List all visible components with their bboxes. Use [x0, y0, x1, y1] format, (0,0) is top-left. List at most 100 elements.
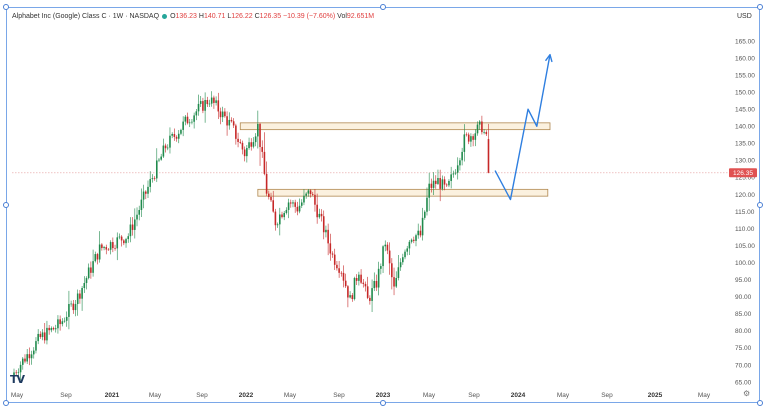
resize-handle-bottom-right[interactable]	[757, 400, 763, 406]
candle-body	[397, 267, 400, 279]
candle-body	[322, 216, 325, 233]
candle-body	[107, 249, 110, 251]
candle-body	[320, 213, 323, 217]
candle-body	[314, 194, 316, 205]
candle-body	[208, 103, 211, 105]
x-tick-label: May	[149, 392, 162, 399]
candle-body	[153, 178, 156, 179]
candle-body	[59, 319, 61, 325]
candle-body	[283, 212, 285, 218]
candle-body	[98, 244, 101, 260]
candle-body	[199, 101, 202, 104]
resize-handle-top-center[interactable]	[380, 4, 386, 10]
candle-body	[380, 266, 382, 269]
resize-handle-top-right[interactable]	[757, 4, 763, 10]
candle-body	[186, 116, 189, 124]
candle-body	[470, 136, 472, 142]
volume-label: Vol	[337, 13, 347, 20]
x-tick-label: 2022	[239, 392, 254, 399]
candle-body	[318, 213, 321, 218]
gear-icon[interactable]: ⚙	[743, 389, 751, 398]
candle-body	[437, 178, 439, 184]
candle-body	[485, 131, 488, 135]
candle-body	[134, 219, 136, 230]
candle-body	[180, 129, 182, 134]
candle-body	[37, 333, 39, 342]
candle-body	[252, 142, 255, 147]
currency-label[interactable]: USD	[737, 13, 752, 20]
candle-body	[193, 115, 195, 122]
candle-body	[481, 121, 483, 133]
candle-body	[72, 303, 75, 311]
candle-body	[32, 350, 35, 355]
candle-body	[388, 250, 391, 264]
candle-body	[483, 131, 485, 133]
y-tick-label: 130.00	[735, 158, 755, 165]
candle-body	[362, 282, 365, 284]
candle-body	[259, 123, 261, 147]
resize-handle-bottom-center[interactable]	[380, 400, 386, 406]
candle-body	[303, 195, 305, 203]
candle-body	[399, 262, 402, 268]
candle-body	[17, 372, 20, 373]
y-tick-label: 160.00	[735, 55, 755, 62]
candle-body	[333, 254, 336, 265]
candle-body	[140, 199, 143, 210]
candle-body	[61, 321, 64, 325]
close-label: C	[254, 13, 260, 20]
candle-body	[336, 264, 338, 269]
resize-handle-bottom-left[interactable]	[3, 400, 9, 406]
candle-body	[21, 358, 24, 365]
candle-body	[434, 180, 437, 184]
candle-body	[342, 272, 345, 281]
resize-handle-top-left[interactable]	[3, 4, 9, 10]
tradingview-logo: TV	[10, 373, 25, 386]
candle-body	[329, 243, 332, 254]
candle-body	[430, 183, 433, 188]
candle-body	[311, 193, 314, 195]
candle-body	[188, 122, 191, 124]
candle-body	[43, 332, 46, 341]
y-tick-label: 145.00	[735, 107, 755, 114]
candle-body	[164, 145, 167, 149]
candle-body	[57, 319, 59, 329]
resize-handle-mid-left[interactable]	[3, 202, 9, 208]
candle-body	[371, 288, 373, 301]
symbol-title[interactable]: Alphabet Inc (Google) Class C · 1W · NAS…	[12, 13, 160, 20]
high-label: H	[198, 13, 204, 20]
candle-body	[50, 328, 53, 331]
change-value: −10.39 (−7.60%)	[283, 13, 336, 20]
candle-body	[65, 316, 68, 321]
candle-body	[151, 178, 154, 180]
candle-body	[413, 239, 415, 241]
y-tick-label: 135.00	[735, 141, 755, 148]
candle-body	[349, 295, 351, 298]
chart-legend-header: Alphabet Inc (Google) Class C · 1W · NAS…	[12, 13, 374, 20]
close-value: 126.35	[259, 13, 282, 20]
candle-body	[13, 372, 15, 376]
candle-body	[158, 159, 160, 161]
candle-body	[432, 180, 435, 188]
candle-body	[217, 100, 220, 112]
candle-body	[224, 111, 226, 117]
candle-body	[131, 224, 134, 230]
y-tick-label: 150.00	[735, 89, 755, 96]
candle-body	[87, 267, 90, 279]
candle-body	[112, 242, 114, 249]
x-tick-label: Sep	[196, 392, 208, 399]
candle-body	[103, 247, 105, 249]
candle-body	[344, 280, 347, 287]
resize-handle-mid-right[interactable]	[757, 202, 763, 208]
candle-body	[443, 179, 446, 185]
low-label: L	[227, 13, 232, 20]
candle-body	[118, 236, 121, 238]
candle-body	[410, 239, 413, 242]
candle-body	[83, 283, 86, 289]
x-tick-label: 2024	[511, 392, 526, 399]
candle-body	[54, 328, 57, 330]
y-tick-label: 65.00	[735, 379, 752, 386]
candle-body	[19, 364, 22, 373]
x-tick-label: May	[284, 392, 297, 399]
candle-body	[215, 100, 217, 103]
